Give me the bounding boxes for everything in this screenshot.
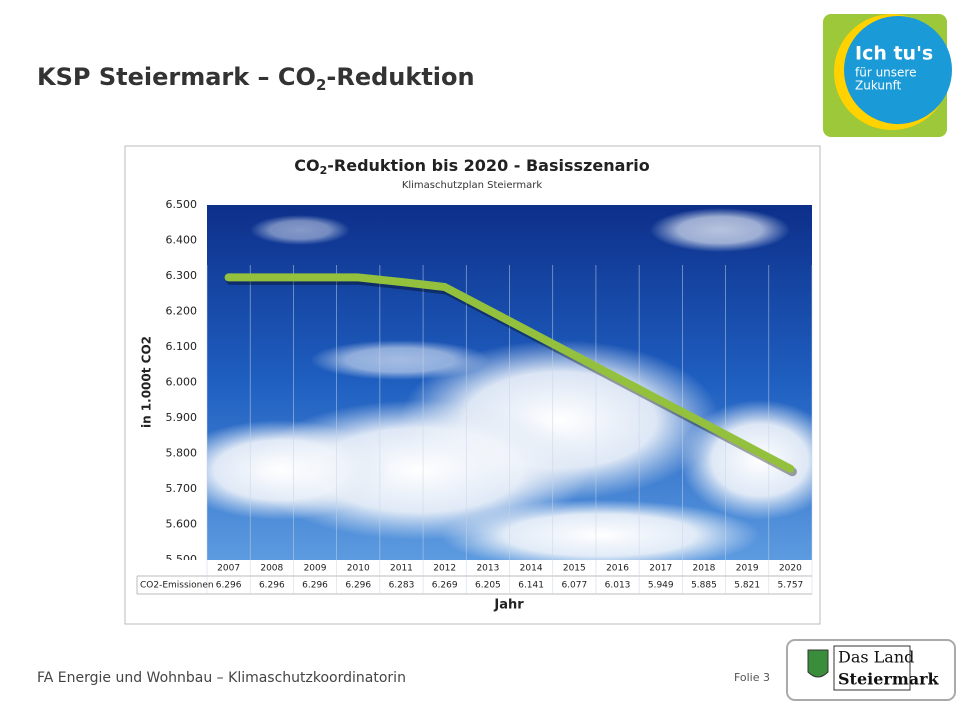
data-label: 5.949 <box>648 581 674 591</box>
y-tick-label: 6.300 <box>166 269 198 282</box>
y-tick-label: 6.200 <box>166 305 198 318</box>
x-tick-label: 2010 <box>347 564 370 574</box>
x-tick-label: 2020 <box>779 564 802 574</box>
sky-background <box>207 205 812 560</box>
y-tick-label: 6.100 <box>166 340 198 353</box>
y-tick-label: 6.400 <box>166 234 198 247</box>
data-label: 5.885 <box>691 581 717 591</box>
logo-text: für unsere <box>855 66 916 80</box>
slide-number: Folie 3 <box>734 671 770 684</box>
y-axis-label: in 1.000t CO2 <box>140 336 154 428</box>
data-label: 6.296 <box>259 581 285 591</box>
data-label: 6.205 <box>475 581 501 591</box>
x-tick-label: 2016 <box>606 564 629 574</box>
logo-text: Ich tu's <box>855 43 933 65</box>
title-part: CO <box>294 156 319 175</box>
x-tick-label: 2014 <box>520 564 543 574</box>
x-tick-label: 2015 <box>563 564 586 574</box>
x-tick-label: 2011 <box>390 564 413 574</box>
chart-title: CO2-Reduktion bis 2020 - Basisszenario <box>294 156 650 178</box>
logo-text: Das Land <box>838 648 914 667</box>
x-tick-label: 2018 <box>693 564 716 574</box>
footer-text: FA Energie und Wohnbau – Klimaschutzkoor… <box>37 670 406 686</box>
data-label: 6.013 <box>605 581 631 591</box>
y-tick-label: 5.900 <box>166 411 198 424</box>
footer: FA Energie und Wohnbau – Klimaschutzkoor… <box>37 670 770 686</box>
logo-top: Ich tu's für unsere Zukunft <box>823 14 952 137</box>
y-tick-label: 5.700 <box>166 482 198 495</box>
title-part: KSP Steiermark – CO <box>37 63 316 91</box>
logo-bottom: Das Land Steiermark <box>786 639 956 701</box>
data-label: 6.141 <box>518 581 544 591</box>
x-tick-label: 2013 <box>476 564 499 574</box>
data-table <box>137 560 812 594</box>
x-tick-label: 2008 <box>260 564 283 574</box>
data-label: 6.269 <box>432 581 458 591</box>
data-label: 6.296 <box>216 581 242 591</box>
x-tick-label: 2012 <box>433 564 456 574</box>
y-tick-label: 5.800 <box>166 447 198 460</box>
legend-label: CO2-Emissionen <box>140 581 214 591</box>
chart-subtitle: Klimaschutzplan Steiermark <box>402 180 543 191</box>
y-tick-label: 5.600 <box>166 518 198 531</box>
data-label: 6.077 <box>561 581 587 591</box>
data-line <box>224 273 795 473</box>
y-tick-label: 6.500 <box>166 198 198 211</box>
x-tick-label: 2009 <box>304 564 327 574</box>
y-tick-label: 6.000 <box>166 376 198 389</box>
title-part: -Reduktion bis 2020 - Basisszenario <box>327 156 650 175</box>
title-sub: 2 <box>320 164 328 177</box>
data-label: 5.757 <box>778 581 804 591</box>
logo-text: Zukunft <box>855 79 902 93</box>
logo-text: Steiermark <box>838 670 940 689</box>
data-label: 6.296 <box>345 581 371 591</box>
data-label: 6.296 <box>302 581 328 591</box>
title-part: -Reduktion <box>326 63 474 91</box>
data-label: 6.283 <box>389 581 415 591</box>
title-sub: 2 <box>316 76 326 94</box>
x-tick-label: 2019 <box>736 564 759 574</box>
slide-title: KSP Steiermark – CO2-Reduktion <box>37 63 475 94</box>
x-tick-label: 2017 <box>649 564 672 574</box>
data-label: 5.821 <box>734 581 760 591</box>
x-axis-label: Jahr <box>493 598 524 613</box>
x-tick-label: 2007 <box>217 564 240 574</box>
